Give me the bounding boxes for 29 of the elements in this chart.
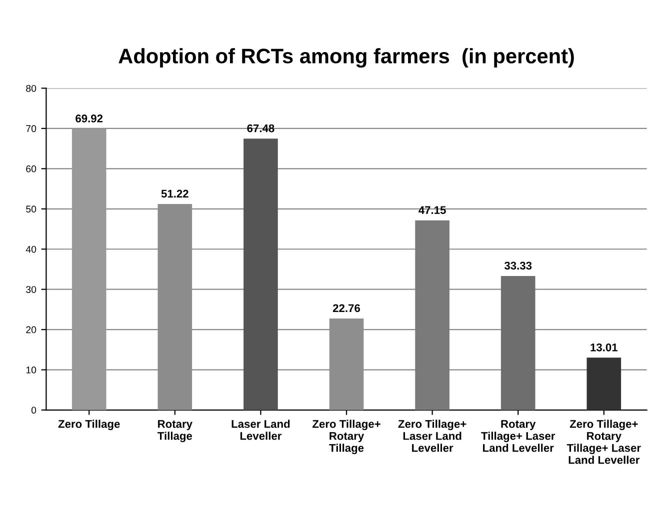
- x-tick-label: Laser Land Leveller: [232, 420, 290, 440]
- data-label: 67.48: [247, 124, 274, 132]
- data-label: 47.15: [418, 206, 446, 214]
- data-label: 51.22: [161, 190, 188, 198]
- x-tick-label: Rotary Tillage: [158, 420, 192, 442]
- x-tick-label: Zero Tillage+ Rotary Tillage+ Laser Land Leveller: [566, 420, 641, 464]
- bar: [415, 220, 450, 410]
- x-tick-label: Zero Tillage+ Laser Land Leveller: [398, 420, 466, 452]
- data-label: 69.92: [76, 114, 103, 122]
- y-tick-label: 30: [26, 286, 36, 293]
- data-label: 22.76: [332, 304, 360, 312]
- y-tick-label: 0: [31, 406, 36, 414]
- y-tick-label: 20: [26, 326, 36, 334]
- y-tick-label: 70: [26, 125, 36, 132]
- data-label: 33.33: [504, 262, 532, 270]
- y-tick-label: 50: [26, 206, 36, 213]
- y-tick-label: 80: [26, 84, 36, 92]
- x-tick-label: Zero Tillage+ Rotary Tillage: [312, 420, 380, 454]
- data-label: 13.01: [590, 343, 618, 352]
- x-tick-label: Zero Tillage: [58, 420, 120, 430]
- bar: [244, 138, 278, 410]
- bar: [586, 358, 622, 410]
- chart-title: Adoption of RCTs among farmers (in percent): [118, 48, 574, 68]
- bar: [72, 128, 106, 410]
- y-tick-label: 40: [26, 246, 36, 253]
- bar: [500, 276, 536, 410]
- y-tick-label: 10: [26, 366, 36, 374]
- x-tick-label: Rotary Tillage+ Laser Land Leveller: [481, 420, 556, 452]
- y-tick-label: 60: [26, 165, 36, 172]
